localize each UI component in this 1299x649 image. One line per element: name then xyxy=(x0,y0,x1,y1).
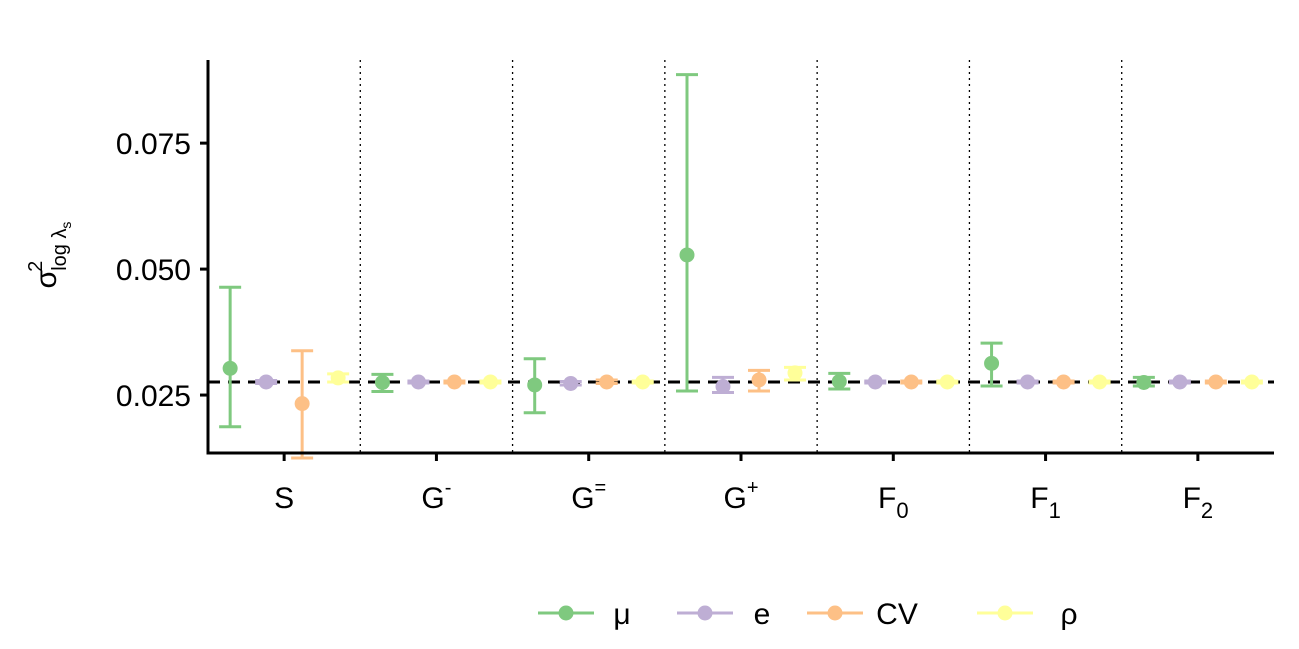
data-point xyxy=(410,374,426,390)
data-point xyxy=(482,374,498,390)
data-point xyxy=(330,370,346,386)
legend-label: e xyxy=(754,598,771,631)
data-point xyxy=(258,374,274,390)
data-point xyxy=(939,374,955,390)
data-point xyxy=(867,374,883,390)
data-point xyxy=(599,374,615,390)
series-e xyxy=(255,374,1191,395)
x-tick-label: F2 xyxy=(1183,482,1214,523)
axes: 0.025 0.050 0.075 S G- G= G+ F0 F1 F2 xyxy=(116,60,1274,523)
data-point xyxy=(1020,374,1036,390)
x-tick-label: F1 xyxy=(1030,482,1061,523)
data-point xyxy=(1208,374,1224,390)
data-marks xyxy=(219,73,1263,460)
legend-label: μ xyxy=(613,598,630,631)
data-point xyxy=(751,372,767,388)
y-axis-label: σ2 log λs xyxy=(25,222,74,289)
data-point xyxy=(294,396,310,412)
data-point xyxy=(787,365,803,381)
legend-point xyxy=(827,605,843,621)
legend-label: CV xyxy=(876,598,918,631)
data-point xyxy=(563,375,579,391)
data-point xyxy=(222,360,238,376)
category-dividers xyxy=(359,60,1123,453)
legend: μ e CV ρ xyxy=(538,598,1078,631)
x-tick-label: G= xyxy=(571,477,606,515)
y-tick-label: 0.075 xyxy=(116,128,191,161)
data-point xyxy=(446,374,462,390)
data-point xyxy=(984,355,1000,371)
x-tick-label: G- xyxy=(421,477,451,515)
data-point xyxy=(903,374,919,390)
data-point xyxy=(1172,374,1188,390)
y-tick-label: 0.025 xyxy=(116,380,191,413)
legend-item-rho: ρ xyxy=(977,598,1078,631)
data-point xyxy=(1092,374,1108,390)
legend-point xyxy=(697,605,713,621)
data-point xyxy=(527,377,543,393)
data-point xyxy=(374,374,390,390)
y-axis-label-rotated: σ2 log λs xyxy=(25,222,74,289)
y-tick-label: 0.050 xyxy=(116,254,191,287)
y-axis-label-text: σ2 log λs xyxy=(25,222,74,289)
legend-item-e: e xyxy=(677,598,770,631)
series-rho xyxy=(327,365,1263,390)
data-point xyxy=(715,378,731,394)
data-point xyxy=(1244,374,1260,390)
data-point xyxy=(1056,374,1072,390)
legend-point xyxy=(558,605,574,621)
legend-label: ρ xyxy=(1060,598,1077,631)
series-mu xyxy=(219,73,1155,429)
data-point xyxy=(1136,374,1152,390)
x-tick-label: G+ xyxy=(723,477,758,515)
data-point xyxy=(831,373,847,389)
data-point xyxy=(679,247,695,263)
legend-point xyxy=(997,605,1013,621)
legend-item-mu: μ xyxy=(538,598,631,631)
series-cv xyxy=(291,349,1227,460)
x-tick-label: S xyxy=(274,482,294,515)
legend-item-cv: CV xyxy=(807,598,918,631)
data-point xyxy=(635,374,651,390)
x-tick-label: F0 xyxy=(878,482,909,523)
